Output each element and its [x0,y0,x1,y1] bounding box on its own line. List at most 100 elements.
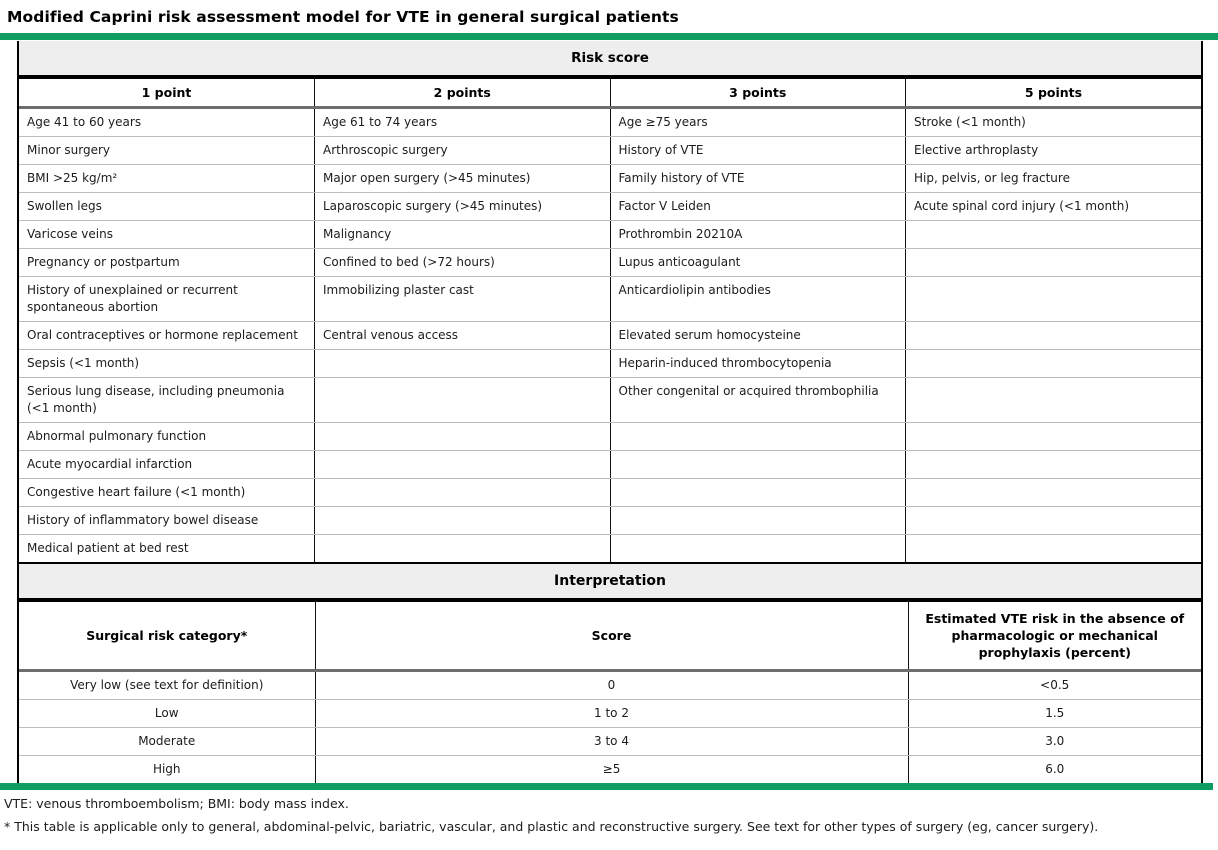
risk-cell-r12-c2 [314,450,611,479]
risk-cell-r10-c4 [905,377,1201,423]
risk-row-14: History of inflammatory bowel disease [19,506,1201,535]
risk-row-15: Medical patient at bed rest [19,534,1201,562]
risk-cell-r4-c3: Factor V Leiden [610,192,906,221]
interpretation-cell-r2-c1: Low [19,699,316,728]
interpretation-table-body: Very low (see text for definition) 0 <0.5 L… [19,670,1201,783]
footnote-abbreviations: VTE: venous thromboembolism; BMI: body m… [4,796,349,811]
interpretation-row-4: High ≥5 6.0 [19,755,1201,783]
risk-cell-r11-c1: Abnormal pulmonary function [19,422,315,451]
risk-col-header-3: 3 points [610,79,906,109]
risk-cell-r7-c2: Immobilizing plaster cast [314,276,611,322]
risk-cell-r14-c4 [905,506,1201,535]
risk-cell-r11-c3 [610,422,906,451]
risk-cell-r14-c3 [610,506,906,535]
risk-cell-r12-c3 [610,450,906,479]
risk-cell-r5-c3: Prothrombin 20210A [610,220,906,249]
interpretation-row-2: Low 1 to 2 1.5 [19,699,1201,728]
risk-col-header-4: 5 points [905,79,1201,109]
risk-cell-r8-c1: Oral contraceptives or hormone replaceme… [19,321,315,350]
risk-cell-r4-c2: Laparoscopic surgery (>45 minutes) [314,192,611,221]
footnote-applicability: * This table is applicable only to gener… [4,819,1099,834]
risk-cell-r5-c4 [905,220,1201,249]
risk-cell-r1-c3: Age ≥75 years [610,107,906,137]
risk-cell-r2-c4: Elective arthroplasty [905,136,1201,165]
risk-row-5: Varicose veins Malignancy Prothrombin 2021… [19,220,1201,249]
risk-cell-r7-c1: History of unexplained or recurrent spon… [19,276,315,322]
risk-cell-r3-c4: Hip, pelvis, or leg fracture [905,164,1201,193]
interpretation-cell-r4-c1: High [19,755,316,783]
risk-cell-r5-c2: Malignancy [314,220,611,249]
interpretation-cell-r3-c1: Moderate [19,727,316,756]
risk-cell-r13-c1: Congestive heart failure (<1 month) [19,478,315,507]
risk-score-table: 1 point 2 points 3 points 5 points Age 41 t… [19,79,1201,562]
risk-cell-r4-c4: Acute spinal cord injury (<1 month) [905,192,1201,221]
risk-cell-r3-c3: Family history of VTE [610,164,906,193]
interpretation-cell-r1-c1: Very low (see text for definition) [19,670,316,700]
risk-cell-r2-c1: Minor surgery [19,136,315,165]
interpretation-header-row: Surgical risk category* Score Estimated VT… [19,602,1201,672]
risk-cell-r14-c2 [314,506,611,535]
risk-cell-r13-c4 [905,478,1201,507]
interpretation-table-head: Surgical risk category* Score Estimated VT… [19,602,1201,672]
risk-cell-r9-c4 [905,349,1201,378]
risk-row-7: History of unexplained or recurrent spon… [19,276,1201,322]
risk-row-13: Congestive heart failure (<1 month) [19,478,1201,507]
interpretation-section-header: Interpretation [19,562,1201,602]
risk-cell-r11-c4 [905,422,1201,451]
risk-cell-r13-c2 [314,478,611,507]
risk-row-6: Pregnancy or postpartum Confined to bed (… [19,248,1201,277]
risk-cell-r4-c1: Swollen legs [19,192,315,221]
interpretation-cell-r1-c2: 0 [315,670,909,700]
risk-score-header-row: 1 point 2 points 3 points 5 points [19,79,1201,109]
risk-cell-r8-c4 [905,321,1201,350]
risk-row-9: Sepsis (<1 month) Heparin-induced thrombo… [19,349,1201,378]
risk-row-2: Minor surgery Arthroscopic surgery History… [19,136,1201,165]
risk-cell-r10-c1: Serious lung disease, including pneumoni… [19,377,315,423]
risk-col-header-2: 2 points [314,79,611,109]
risk-cell-r6-c4 [905,248,1201,277]
risk-cell-r15-c3 [610,534,906,562]
interpretation-cell-r2-c2: 1 to 2 [315,699,909,728]
risk-cell-r12-c4 [905,450,1201,479]
risk-score-section-header: Risk score [19,41,1201,79]
risk-cell-r7-c4 [905,276,1201,322]
risk-cell-r2-c2: Arthroscopic surgery [314,136,611,165]
risk-cell-r15-c2 [314,534,611,562]
risk-score-table-head: 1 point 2 points 3 points 5 points [19,79,1201,109]
risk-row-8: Oral contraceptives or hormone replaceme… [19,321,1201,350]
risk-row-3: BMI >25 kg/m² Major open surgery (>45 min… [19,164,1201,193]
caprini-table-frame: Risk score 1 point 2 points 3 points 5 poin… [17,41,1203,783]
risk-cell-r6-c2: Confined to bed (>72 hours) [314,248,611,277]
top-accent-bar [0,33,1218,40]
interpretation-cell-r1-c3: <0.5 [908,670,1201,700]
bottom-accent-bar [0,783,1213,790]
risk-col-header-1: 1 point [19,79,315,109]
risk-cell-r3-c1: BMI >25 kg/m² [19,164,315,193]
footnotes: VTE: venous thromboembolism; BMI: body m… [0,790,1218,850]
risk-cell-r8-c2: Central venous access [314,321,611,350]
interpretation-cell-r3-c2: 3 to 4 [315,727,909,756]
interpretation-col-header-3: Estimated VTE risk in the absence of pha… [908,602,1201,672]
risk-cell-r3-c2: Major open surgery (>45 minutes) [314,164,611,193]
risk-cell-r1-c4: Stroke (<1 month) [905,107,1201,137]
risk-cell-r5-c1: Varicose veins [19,220,315,249]
interpretation-row-1: Very low (see text for definition) 0 <0.5 [19,670,1201,700]
interpretation-cell-r3-c3: 3.0 [908,727,1201,756]
interpretation-row-3: Moderate 3 to 4 3.0 [19,727,1201,756]
risk-row-1: Age 41 to 60 years Age 61 to 74 years Age … [19,107,1201,137]
interpretation-col-header-2: Score [315,602,909,672]
risk-cell-r6-c3: Lupus anticoagulant [610,248,906,277]
risk-cell-r15-c1: Medical patient at bed rest [19,534,315,562]
risk-cell-r1-c1: Age 41 to 60 years [19,107,315,137]
interpretation-cell-r4-c2: ≥5 [315,755,909,783]
risk-cell-r11-c2 [314,422,611,451]
interpretation-cell-r4-c3: 6.0 [1045,762,1065,776]
interpretation-col-header-1: Surgical risk category* [19,602,316,672]
risk-cell-r8-c3: Elevated serum homocysteine [610,321,906,350]
risk-cell-r9-c3: Heparin-induced thrombocytopenia [610,349,906,378]
risk-cell-r12-c1: Acute myocardial infarction [19,450,315,479]
interpretation-table: Surgical risk category* Score Estimated VT… [19,602,1201,783]
risk-cell-r2-c3: History of VTE [610,136,906,165]
risk-row-4: Swollen legs Laparoscopic surgery (>45 mi… [19,192,1201,221]
